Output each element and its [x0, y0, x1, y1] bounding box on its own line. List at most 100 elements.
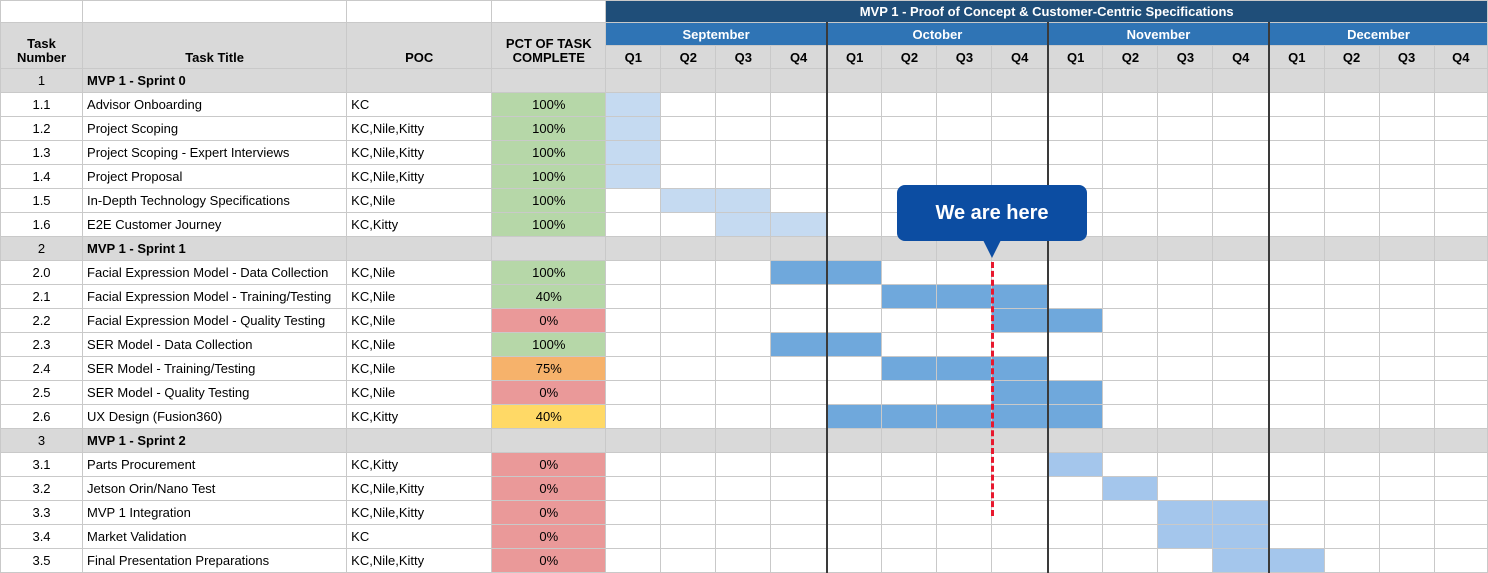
gantt-cell[interactable]: [826, 476, 883, 501]
gantt-cell[interactable]: [660, 380, 717, 405]
gantt-cell[interactable]: [991, 116, 1049, 141]
pct-complete-cell[interactable]: [491, 68, 607, 93]
gantt-cell[interactable]: [1268, 404, 1325, 429]
gantt-cell[interactable]: [1323, 68, 1380, 93]
gantt-cell[interactable]: [1433, 356, 1488, 381]
gantt-cell[interactable]: [660, 404, 717, 429]
gantt-cell[interactable]: [605, 428, 662, 453]
gantt-bar-cell[interactable]: [1047, 380, 1104, 405]
task-title-cell[interactable]: Jetson Orin/Nano Test: [82, 476, 348, 501]
gantt-cell[interactable]: [1212, 284, 1271, 309]
pct-complete-cell[interactable]: 100%: [491, 140, 607, 165]
quarter-header[interactable]: Q4: [991, 45, 1049, 69]
gantt-cell[interactable]: [1433, 212, 1488, 237]
gantt-bar-cell[interactable]: [991, 404, 1049, 429]
gantt-cell[interactable]: [1268, 428, 1325, 453]
poc-cell[interactable]: KC,Nile,Kitty: [346, 476, 493, 501]
gantt-cell[interactable]: [1102, 212, 1159, 237]
pct-complete-cell[interactable]: 0%: [491, 452, 607, 477]
gantt-cell[interactable]: [770, 92, 828, 117]
poc-cell[interactable]: KC,Nile: [346, 308, 493, 333]
gantt-cell[interactable]: [660, 140, 717, 165]
gantt-cell[interactable]: [660, 236, 717, 261]
gantt-cell[interactable]: [1047, 68, 1104, 93]
gantt-cell[interactable]: [1212, 404, 1271, 429]
gantt-cell[interactable]: [1102, 140, 1159, 165]
gantt-cell[interactable]: [605, 524, 662, 549]
gantt-cell[interactable]: [1268, 332, 1325, 357]
gantt-cell[interactable]: [715, 452, 772, 477]
gantt-cell[interactable]: [936, 452, 993, 477]
task-title-cell[interactable]: Project Proposal: [82, 164, 348, 189]
gantt-cell[interactable]: [826, 140, 883, 165]
gantt-cell[interactable]: [1433, 428, 1488, 453]
gantt-cell[interactable]: [1378, 356, 1435, 381]
gantt-cell[interactable]: [1268, 500, 1325, 525]
gantt-cell[interactable]: [881, 380, 938, 405]
gantt-cell[interactable]: [1102, 284, 1159, 309]
poc-cell[interactable]: KC,Nile: [346, 188, 493, 213]
gantt-cell[interactable]: [1102, 404, 1159, 429]
task-number-cell[interactable]: 2.2: [0, 308, 84, 333]
gantt-cell[interactable]: [1323, 116, 1380, 141]
gantt-cell[interactable]: [660, 212, 717, 237]
gantt-cell[interactable]: [936, 332, 993, 357]
task-number-cell[interactable]: 1.5: [0, 188, 84, 213]
quarter-header[interactable]: Q3: [1157, 45, 1214, 69]
task-number-cell[interactable]: 1.4: [0, 164, 84, 189]
quarter-header[interactable]: Q3: [1378, 45, 1435, 69]
gantt-cell[interactable]: [1323, 140, 1380, 165]
gantt-cell[interactable]: [991, 140, 1049, 165]
gantt-cell[interactable]: [1268, 452, 1325, 477]
task-title-cell[interactable]: UX Design (Fusion360): [82, 404, 348, 429]
task-number-cell[interactable]: 2.4: [0, 356, 84, 381]
gantt-cell[interactable]: [660, 332, 717, 357]
gantt-cell[interactable]: [1268, 164, 1325, 189]
gantt-bar-cell[interactable]: [826, 404, 883, 429]
gantt-cell[interactable]: [1433, 500, 1488, 525]
task-title-cell[interactable]: Advisor Onboarding: [82, 92, 348, 117]
gantt-cell[interactable]: [1323, 356, 1380, 381]
header-blank-cell[interactable]: [82, 0, 348, 23]
quarter-header[interactable]: Q2: [881, 45, 938, 69]
gantt-cell[interactable]: [826, 308, 883, 333]
poc-cell[interactable]: KC,Kitty: [346, 452, 493, 477]
quarter-header[interactable]: Q1: [826, 45, 883, 69]
gantt-cell[interactable]: [715, 284, 772, 309]
gantt-cell[interactable]: [936, 380, 993, 405]
gantt-cell[interactable]: [1378, 380, 1435, 405]
gantt-cell[interactable]: [1268, 380, 1325, 405]
quarter-header[interactable]: Q1: [605, 45, 662, 69]
gantt-bar-cell[interactable]: [991, 380, 1049, 405]
gantt-cell[interactable]: [1212, 428, 1271, 453]
gantt-cell[interactable]: [881, 308, 938, 333]
gantt-bar-cell[interactable]: [1212, 524, 1271, 549]
task-number-cell[interactable]: 2.1: [0, 284, 84, 309]
gantt-cell[interactable]: [1378, 500, 1435, 525]
gantt-cell[interactable]: [1268, 116, 1325, 141]
gantt-cell[interactable]: [1157, 68, 1214, 93]
gantt-cell[interactable]: [1157, 476, 1214, 501]
gantt-cell[interactable]: [1268, 140, 1325, 165]
gantt-cell[interactable]: [715, 116, 772, 141]
gantt-cell[interactable]: [1433, 476, 1488, 501]
task-title-cell[interactable]: Project Scoping - Expert Interviews: [82, 140, 348, 165]
gantt-cell[interactable]: [991, 332, 1049, 357]
gantt-cell[interactable]: [605, 332, 662, 357]
gantt-cell[interactable]: [826, 212, 883, 237]
poc-cell[interactable]: [346, 68, 493, 93]
gantt-cell[interactable]: [1212, 140, 1271, 165]
poc-cell[interactable]: KC,Nile: [346, 332, 493, 357]
poc-cell[interactable]: KC,Kitty: [346, 212, 493, 237]
pct-complete-cell[interactable]: 0%: [491, 380, 607, 405]
quarter-header[interactable]: Q2: [1102, 45, 1159, 69]
pct-complete-cell[interactable]: 0%: [491, 524, 607, 549]
gantt-cell[interactable]: [1433, 188, 1488, 213]
gantt-cell[interactable]: [715, 164, 772, 189]
gantt-cell[interactable]: [1433, 116, 1488, 141]
gantt-cell[interactable]: [1323, 92, 1380, 117]
gantt-cell[interactable]: [1378, 260, 1435, 285]
gantt-cell[interactable]: [1268, 284, 1325, 309]
gantt-cell[interactable]: [1323, 164, 1380, 189]
gantt-cell[interactable]: [991, 524, 1049, 549]
